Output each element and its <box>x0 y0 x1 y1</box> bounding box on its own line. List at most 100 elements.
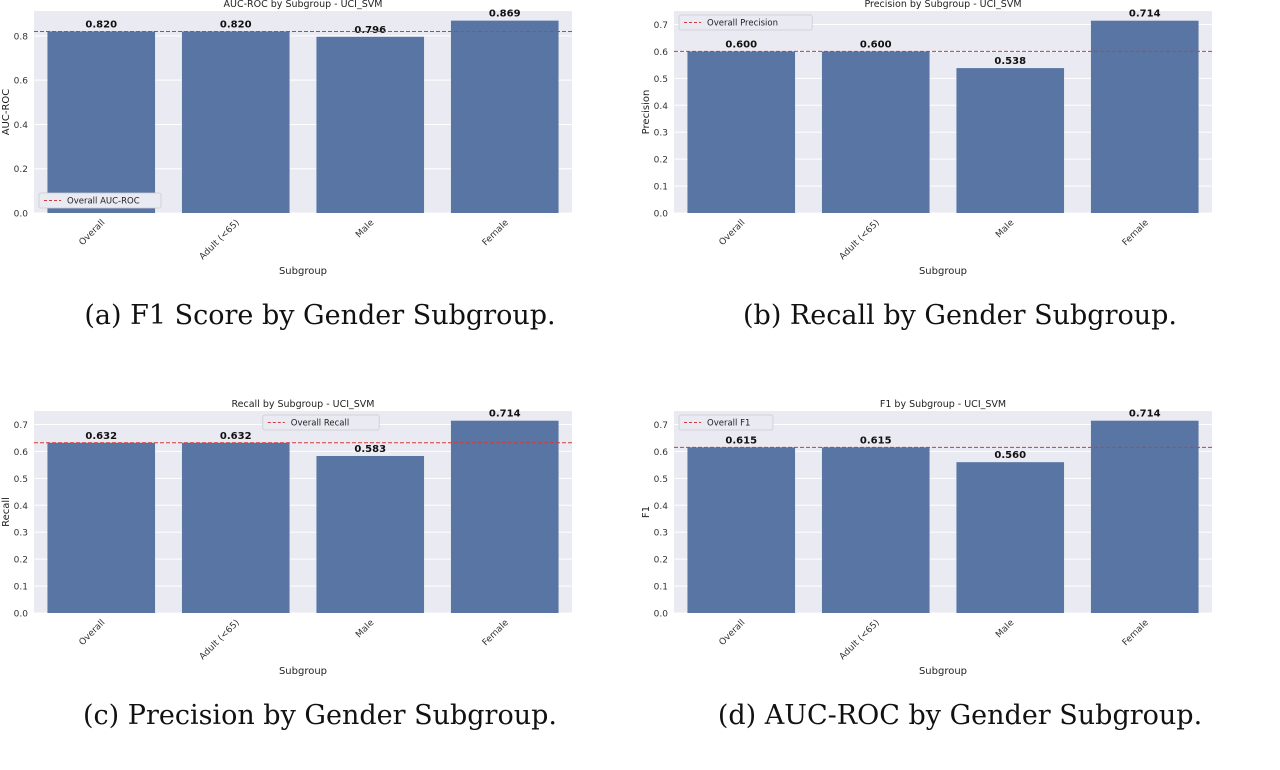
data-label: 0.796 <box>354 25 386 36</box>
x-tick-label: Female <box>481 218 511 248</box>
y-tick-label: 0.2 <box>14 165 28 175</box>
x-tick-label: Male <box>994 218 1016 240</box>
data-label: 0.820 <box>85 19 117 30</box>
bar-male <box>956 68 1065 213</box>
y-tick-label: 0.6 <box>14 77 29 87</box>
panel-b: 0.0 0.1 0.2 0.3 0.4 0.5 0.6 0.7 0.600 Overall 0.60… <box>640 0 1280 370</box>
y-tick-label: 0.3 <box>654 529 668 539</box>
bar-overall <box>47 442 156 613</box>
y-tick-label: 0.5 <box>14 475 28 485</box>
legend-label: Overall Precision <box>707 19 778 29</box>
y-tick-label: 0.0 <box>14 610 29 620</box>
legend-box <box>262 414 380 431</box>
y-tick-label: 0.2 <box>654 156 668 166</box>
bar-overall <box>687 51 796 214</box>
y-tick-label: 0.6 <box>14 448 29 458</box>
legend: Overall AUC-ROC <box>38 192 162 209</box>
data-label: 0.600 <box>725 39 757 50</box>
y-tick-label: 0.2 <box>14 556 28 566</box>
x-tick-label: Overall <box>78 218 108 248</box>
y-tick-label: 0.5 <box>654 475 668 485</box>
data-label: 0.714 <box>1129 409 1161 420</box>
chart-title: Recall by Subgroup - UCI_SVM <box>231 399 374 410</box>
bar-female <box>450 420 559 613</box>
y-tick-label: 0.1 <box>654 183 668 193</box>
x-tick-label: Female <box>1121 618 1151 648</box>
data-label: 0.820 <box>220 19 252 30</box>
data-label: 0.632 <box>220 431 252 442</box>
x-tick-label: Adult (<65) <box>198 218 242 262</box>
legend-label: Overall F1 <box>707 419 750 429</box>
chart-title: F1 by Subgroup - UCI_SVM <box>880 399 1006 410</box>
y-tick-label: 0.6 <box>654 448 669 458</box>
data-label: 0.583 <box>354 444 386 455</box>
y-tick-label: 0.0 <box>654 610 669 620</box>
data-label: 0.632 <box>85 431 117 442</box>
x-tick-label: Female <box>1121 218 1151 248</box>
panel-a: 0.0 0.2 0.4 0.6 0.8 0.820 Overall 0.820 Adult (<… <box>0 0 640 370</box>
caption-b: (b) Recall by Gender Subgroup. <box>743 300 1177 331</box>
legend-label: Overall AUC-ROC <box>67 197 140 207</box>
x-axis-label: Subgroup <box>279 666 327 677</box>
y-tick-label: 0.6 <box>654 48 669 58</box>
x-axis-label: Subgroup <box>919 266 967 277</box>
bar-adult-65- <box>181 31 290 213</box>
legend-label: Overall Recall <box>291 419 349 429</box>
y-tick-label: 0.4 <box>14 502 29 512</box>
bar-female <box>450 20 559 213</box>
y-axis-label: Recall <box>1 497 12 527</box>
x-tick-label: Overall <box>78 618 108 648</box>
y-tick-label: 0.4 <box>14 121 29 131</box>
y-tick-label: 0.7 <box>654 21 668 31</box>
bar-adult-65- <box>181 442 290 613</box>
bar-male <box>316 455 425 613</box>
y-axis-label: AUC-ROC <box>1 89 12 136</box>
y-tick-label: 0.7 <box>654 421 668 431</box>
x-tick-label: Adult (<65) <box>198 618 242 662</box>
data-label: 0.538 <box>994 56 1026 67</box>
bar-overall <box>47 31 156 213</box>
bar-male <box>956 462 1065 613</box>
data-label: 0.560 <box>994 450 1026 461</box>
x-tick-label: Female <box>481 618 511 648</box>
legend-box <box>38 192 162 209</box>
x-tick-label: Adult (<65) <box>838 218 882 262</box>
bar-female <box>1090 420 1199 613</box>
x-axis-label: Subgroup <box>279 266 327 277</box>
chart-title: AUC-ROC by Subgroup - UCI_SVM <box>224 0 383 10</box>
chart-precision: 0.0 0.1 0.2 0.3 0.4 0.5 0.6 0.7 0.600 Overall 0.60… <box>641 0 1212 277</box>
panel-c: 0.0 0.1 0.2 0.3 0.4 0.5 0.6 0.7 0.632 Overall 0.63… <box>0 399 640 770</box>
y-tick-label: 0.8 <box>14 32 29 42</box>
chart-auc-roc: 0.0 0.2 0.4 0.6 0.8 0.820 Overall 0.820 Adult (<… <box>1 0 572 277</box>
bar-female <box>1090 20 1199 213</box>
x-tick-label: Male <box>354 218 376 240</box>
y-tick-label: 0.1 <box>654 583 668 593</box>
x-axis-label: Subgroup <box>919 666 967 677</box>
bar-adult-65- <box>821 447 930 613</box>
data-label: 0.869 <box>489 9 521 20</box>
y-tick-label: 0.7 <box>14 421 28 431</box>
panel-d: 0.0 0.1 0.2 0.3 0.4 0.5 0.6 0.7 0.615 Overall 0.61… <box>640 399 1280 770</box>
bar-male <box>316 36 425 214</box>
y-axis-label: F1 <box>641 506 652 518</box>
chart-f1: 0.0 0.1 0.2 0.3 0.4 0.5 0.6 0.7 0.615 Overall 0.61… <box>641 399 1212 677</box>
y-tick-label: 0.3 <box>654 129 668 139</box>
data-label: 0.600 <box>860 39 892 50</box>
legend: Overall F1 <box>678 414 774 431</box>
legend-box <box>678 414 774 431</box>
x-tick-label: Overall <box>718 218 748 248</box>
y-tick-label: 0.2 <box>654 556 668 566</box>
y-tick-label: 0.0 <box>14 210 29 220</box>
chart-recall: 0.0 0.1 0.2 0.3 0.4 0.5 0.6 0.7 0.632 Overall 0.63… <box>1 399 572 677</box>
legend-box <box>678 14 813 31</box>
legend: Overall Recall <box>262 414 380 431</box>
y-tick-label: 0.3 <box>14 529 28 539</box>
y-tick-label: 0.1 <box>14 583 28 593</box>
y-tick-label: 0.4 <box>654 102 669 112</box>
data-label: 0.615 <box>725 435 757 446</box>
y-tick-label: 0.4 <box>654 502 669 512</box>
y-tick-label: 0.5 <box>654 75 668 85</box>
caption-d: (d) AUC-ROC by Gender Subgroup. <box>717 700 1203 731</box>
caption-c: (c) Precision by Gender Subgroup. <box>83 700 557 731</box>
x-tick-label: Adult (<65) <box>838 618 882 662</box>
